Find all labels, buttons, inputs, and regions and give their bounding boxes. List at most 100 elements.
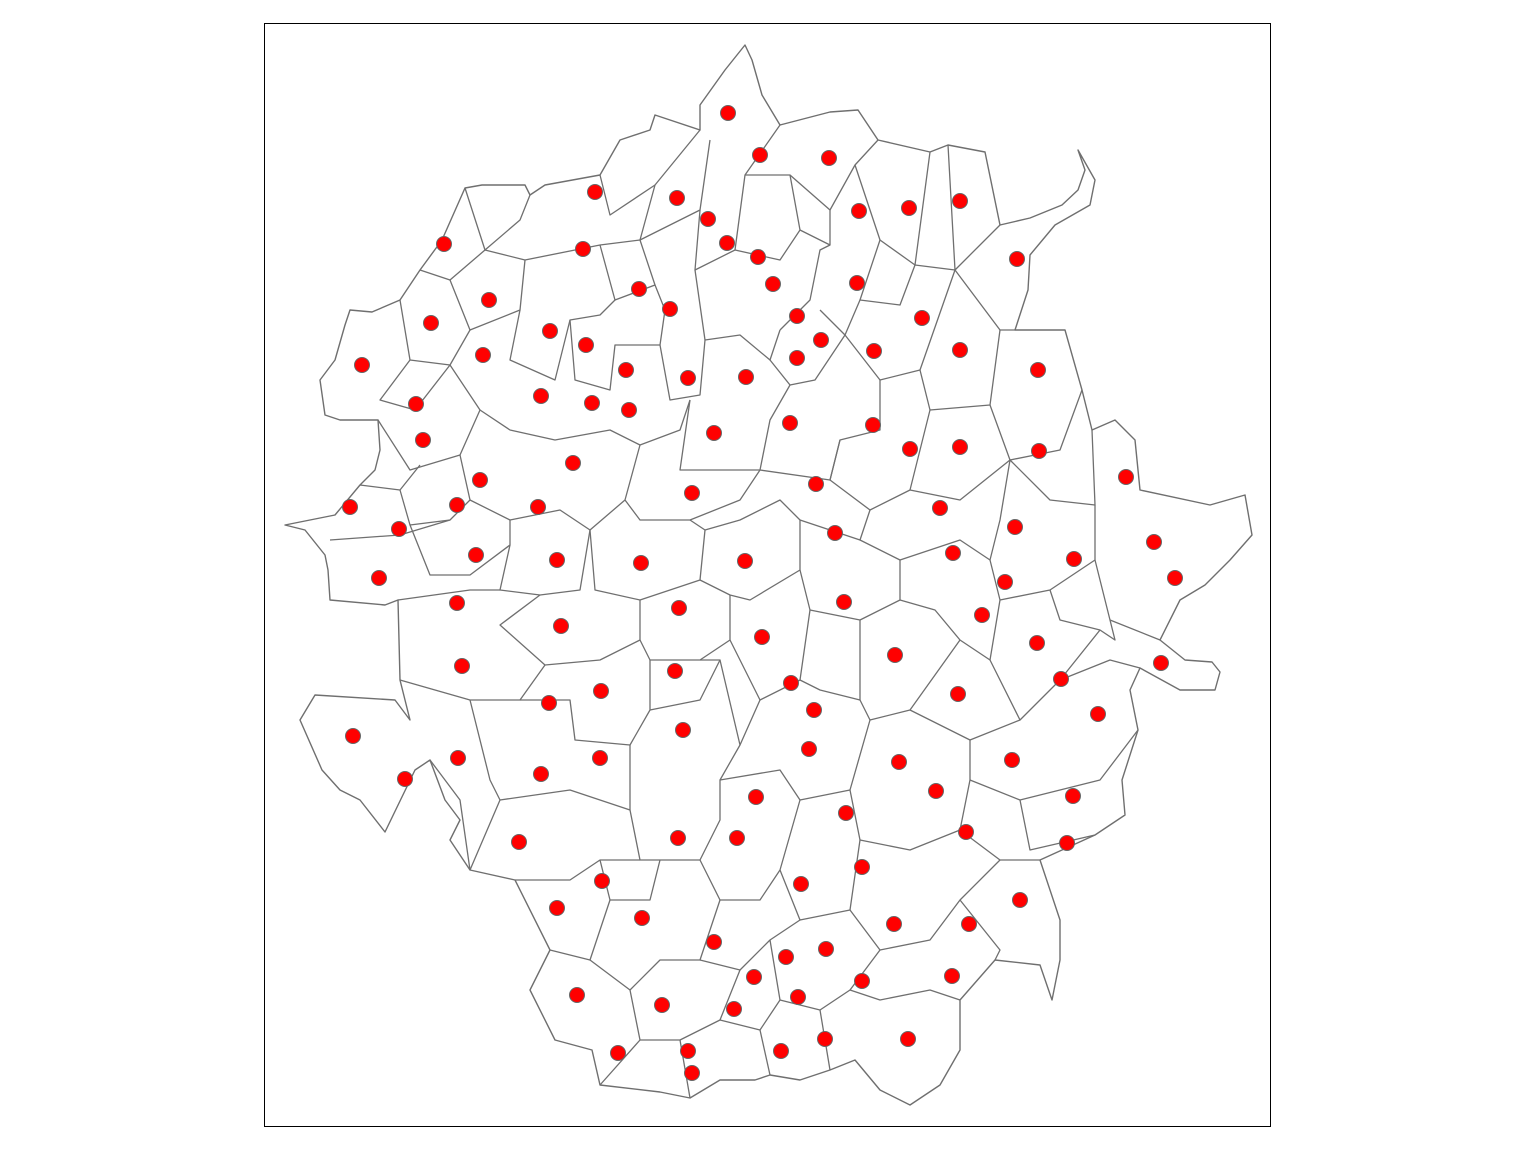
district-centroid-point[interactable] <box>1009 251 1025 267</box>
district-centroid-point[interactable] <box>345 728 361 744</box>
district-centroid-point[interactable] <box>584 395 600 411</box>
district-centroid-point[interactable] <box>958 824 974 840</box>
district-centroid-point[interactable] <box>593 683 609 699</box>
district-centroid-point[interactable] <box>684 1065 700 1081</box>
district-centroid-point[interactable] <box>706 934 722 950</box>
district-centroid-point[interactable] <box>542 323 558 339</box>
district-centroid-point[interactable] <box>592 750 608 766</box>
district-centroid-point[interactable] <box>1053 671 1069 687</box>
district-centroid-point[interactable] <box>680 1043 696 1059</box>
district-centroid-point[interactable] <box>575 241 591 257</box>
district-centroid-point[interactable] <box>354 357 370 373</box>
district-centroid-point[interactable] <box>449 497 465 513</box>
district-centroid-point[interactable] <box>821 150 837 166</box>
district-centroid-point[interactable] <box>472 472 488 488</box>
district-centroid-point[interactable] <box>371 570 387 586</box>
district-centroid-point[interactable] <box>997 574 1013 590</box>
district-centroid-point[interactable] <box>610 1045 626 1061</box>
district-centroid-point[interactable] <box>790 989 806 1005</box>
district-centroid-point[interactable] <box>475 347 491 363</box>
district-centroid-point[interactable] <box>342 499 358 515</box>
district-centroid-point[interactable] <box>793 876 809 892</box>
district-centroid-point[interactable] <box>827 525 843 541</box>
district-centroid-point[interactable] <box>671 600 687 616</box>
district-centroid-point[interactable] <box>752 147 768 163</box>
district-centroid-point[interactable] <box>783 675 799 691</box>
district-centroid-point[interactable] <box>773 1043 789 1059</box>
district-centroid-point[interactable] <box>1065 788 1081 804</box>
district-centroid-point[interactable] <box>865 417 881 433</box>
district-centroid-point[interactable] <box>450 750 466 766</box>
district-centroid-point[interactable] <box>765 276 781 292</box>
district-centroid-point[interactable] <box>854 973 870 989</box>
district-centroid-point[interactable] <box>454 658 470 674</box>
district-centroid-point[interactable] <box>1007 519 1023 535</box>
district-centroid-point[interactable] <box>719 235 735 251</box>
district-centroid-point[interactable] <box>801 741 817 757</box>
district-centroid-point[interactable] <box>729 830 745 846</box>
district-centroid-point[interactable] <box>1004 752 1020 768</box>
district-centroid-point[interactable] <box>549 900 565 916</box>
district-centroid-point[interactable] <box>631 281 647 297</box>
district-centroid-point[interactable] <box>748 789 764 805</box>
district-centroid-point[interactable] <box>1153 655 1169 671</box>
district-centroid-point[interactable] <box>415 432 431 448</box>
district-centroid-point[interactable] <box>806 702 822 718</box>
district-centroid-point[interactable] <box>720 105 736 121</box>
district-centroid-point[interactable] <box>654 997 670 1013</box>
district-centroid-point[interactable] <box>662 301 678 317</box>
district-centroid-point[interactable] <box>813 332 829 348</box>
district-centroid-point[interactable] <box>950 686 966 702</box>
district-centroid-point[interactable] <box>789 308 805 324</box>
district-centroid-point[interactable] <box>1012 892 1028 908</box>
district-centroid-point[interactable] <box>1029 635 1045 651</box>
district-centroid-point[interactable] <box>952 193 968 209</box>
district-centroid-point[interactable] <box>549 552 565 568</box>
district-centroid-point[interactable] <box>945 545 961 561</box>
district-centroid-point[interactable] <box>633 555 649 571</box>
district-centroid-point[interactable] <box>700 211 716 227</box>
district-centroid-point[interactable] <box>449 595 465 611</box>
district-centroid-point[interactable] <box>778 949 794 965</box>
district-centroid-point[interactable] <box>1059 835 1075 851</box>
district-centroid-point[interactable] <box>851 203 867 219</box>
district-centroid-point[interactable] <box>541 695 557 711</box>
district-centroid-point[interactable] <box>854 859 870 875</box>
district-centroid-point[interactable] <box>397 771 413 787</box>
district-centroid-point[interactable] <box>818 941 834 957</box>
district-centroid-point[interactable] <box>789 350 805 366</box>
district-centroid-point[interactable] <box>961 916 977 932</box>
district-centroid-point[interactable] <box>1031 443 1047 459</box>
district-centroid-point[interactable] <box>836 594 852 610</box>
district-centroid-point[interactable] <box>782 415 798 431</box>
district-centroid-point[interactable] <box>1090 706 1106 722</box>
district-centroid-point[interactable] <box>669 190 685 206</box>
district-centroid-point[interactable] <box>1118 469 1134 485</box>
district-centroid-point[interactable] <box>511 834 527 850</box>
district-centroid-point[interactable] <box>914 310 930 326</box>
district-centroid-point[interactable] <box>928 783 944 799</box>
district-centroid-point[interactable] <box>675 722 691 738</box>
district-centroid-point[interactable] <box>750 249 766 265</box>
district-centroid-point[interactable] <box>952 342 968 358</box>
district-centroid-point[interactable] <box>887 647 903 663</box>
district-centroid-point[interactable] <box>746 969 762 985</box>
district-centroid-point[interactable] <box>634 910 650 926</box>
district-centroid-point[interactable] <box>587 184 603 200</box>
district-centroid-point[interactable] <box>684 485 700 501</box>
district-centroid-point[interactable] <box>530 499 546 515</box>
district-centroid-point[interactable] <box>423 315 439 331</box>
district-centroid-point[interactable] <box>1167 570 1183 586</box>
district-centroid-point[interactable] <box>594 873 610 889</box>
district-centroid-point[interactable] <box>408 396 424 412</box>
district-centroid-point[interactable] <box>1066 551 1082 567</box>
district-centroid-point[interactable] <box>944 968 960 984</box>
district-centroid-point[interactable] <box>738 369 754 385</box>
district-centroid-point[interactable] <box>1146 534 1162 550</box>
district-centroid-point[interactable] <box>667 663 683 679</box>
district-centroid-point[interactable] <box>578 337 594 353</box>
district-centroid-point[interactable] <box>391 521 407 537</box>
district-centroid-point[interactable] <box>680 370 696 386</box>
district-centroid-point[interactable] <box>553 618 569 634</box>
